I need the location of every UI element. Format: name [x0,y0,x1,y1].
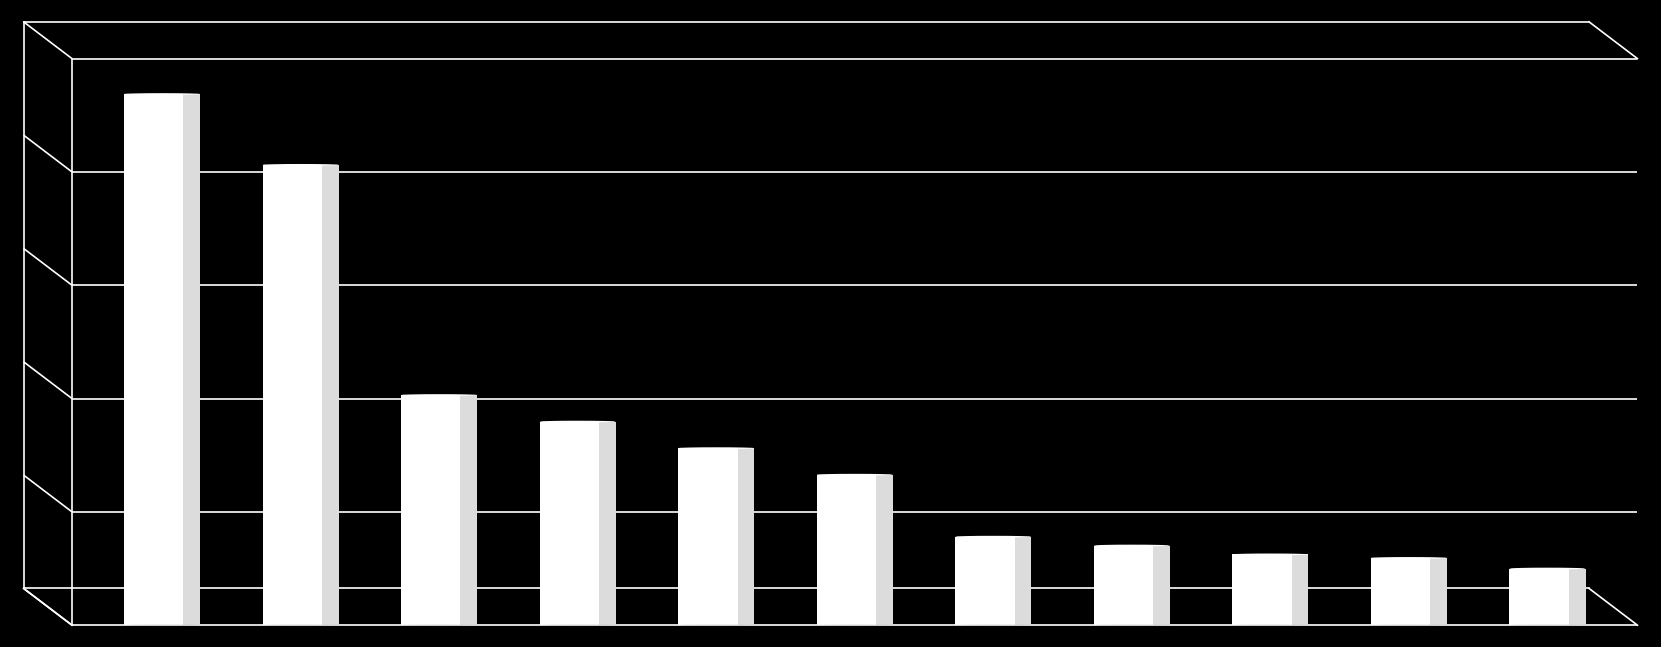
Ellipse shape [1510,567,1586,569]
Ellipse shape [1232,624,1309,626]
Ellipse shape [1232,553,1309,555]
Bar [400,395,477,625]
Ellipse shape [1370,624,1447,626]
Ellipse shape [400,624,477,626]
Bar [262,165,339,625]
Bar [1093,545,1169,625]
Ellipse shape [262,164,339,166]
Bar [183,94,201,625]
Ellipse shape [817,474,894,476]
Ellipse shape [125,93,201,95]
Ellipse shape [955,624,1031,626]
Bar [875,475,894,625]
Bar [1232,554,1309,625]
Bar [1510,569,1586,625]
Bar [1015,536,1031,625]
Ellipse shape [817,624,894,626]
Ellipse shape [1510,624,1586,626]
Bar [955,536,1031,625]
Bar [600,422,616,625]
Ellipse shape [955,536,1031,538]
Bar [678,448,754,625]
Bar [737,448,754,625]
Bar [540,422,616,625]
Ellipse shape [540,624,616,626]
Bar [1430,558,1447,625]
Ellipse shape [540,421,616,422]
Ellipse shape [1093,624,1169,626]
Ellipse shape [262,624,339,626]
Ellipse shape [1370,557,1447,559]
Bar [1153,545,1169,625]
Bar [125,94,201,625]
Bar [1370,558,1447,625]
Ellipse shape [125,624,201,626]
Bar [322,165,339,625]
Bar [460,395,477,625]
Ellipse shape [678,624,754,626]
Bar [817,475,894,625]
Ellipse shape [678,447,754,449]
Bar [1568,569,1586,625]
Ellipse shape [400,394,477,396]
Ellipse shape [1093,545,1169,547]
Bar [1292,554,1309,625]
